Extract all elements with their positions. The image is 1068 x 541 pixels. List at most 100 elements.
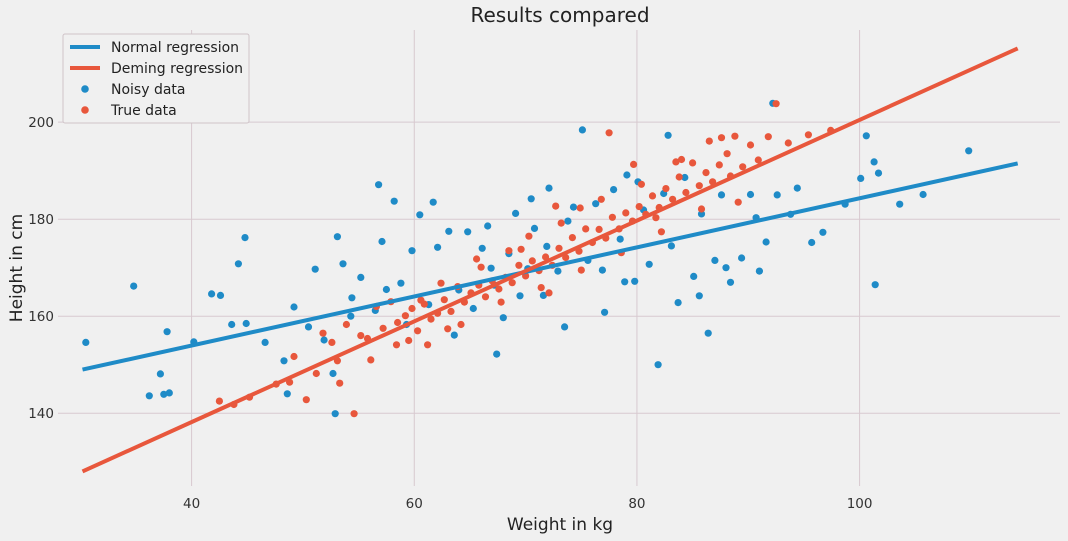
true-data-point (444, 325, 452, 333)
x-tick-label: 60 (406, 496, 423, 512)
y-tick-label: 200 (28, 115, 54, 131)
true-data-point (715, 161, 723, 169)
noisy-data-point (357, 273, 365, 281)
noisy-data-point (516, 292, 524, 300)
noisy-data-point (746, 190, 755, 199)
noisy-data-point (616, 235, 624, 243)
true-data-point (552, 202, 560, 210)
legend-label-true-data: True data (110, 103, 177, 119)
true-data-point (605, 129, 613, 137)
true-data-point (457, 320, 465, 329)
regression-lines (81, 46, 1019, 474)
y-tick-label: 140 (28, 406, 54, 422)
true-data-point (677, 155, 686, 164)
legend-label-noisy-data: Noisy data (111, 82, 186, 98)
noisy-data-point (690, 272, 698, 280)
legend-swatch-true-data (81, 106, 89, 114)
true-data-point (215, 397, 223, 405)
true-data-point (568, 234, 577, 242)
noisy-data-point (598, 266, 607, 274)
true-data-point (705, 137, 713, 145)
noisy-data-point (311, 265, 319, 273)
noisy-data-point (445, 227, 453, 235)
true-data-point (657, 228, 666, 236)
true-data-point (804, 131, 813, 139)
noisy-data-point (527, 195, 535, 203)
y-axis-label: Height in cm (7, 214, 27, 322)
true-data-point (447, 307, 455, 315)
true-data-point (764, 133, 772, 141)
noisy-data-point (667, 242, 676, 250)
legend-label-normal-regression: Normal regression (111, 40, 239, 56)
noisy-data-point (543, 242, 551, 250)
x-tick-label: 40 (183, 496, 200, 512)
noisy-data-point (738, 254, 746, 262)
true-data-point (508, 279, 516, 287)
noisy-data-point (726, 278, 735, 286)
noisy-data-point (469, 304, 477, 313)
true-data-point (739, 163, 747, 171)
true-data-point (424, 341, 432, 349)
noisy-data-point (130, 282, 138, 290)
noisy-data-point (348, 294, 356, 302)
true-data-point (635, 203, 643, 211)
true-data-point (648, 192, 657, 200)
true-data-point (689, 159, 697, 167)
noisy-data-point (762, 238, 770, 246)
true-data-point (555, 244, 563, 252)
noisy-data-point (156, 370, 164, 378)
noisy-data-point (610, 186, 618, 194)
noisy-data-point (82, 338, 90, 346)
true-data-point (784, 139, 792, 147)
true-data-point (608, 213, 617, 221)
noisy-data-point (241, 234, 249, 242)
noisy-data-point (397, 279, 405, 287)
noisy-data-point (569, 203, 578, 211)
true-data-point (437, 279, 445, 287)
true-data-point (328, 338, 336, 346)
noisy-data-point (545, 184, 553, 192)
true-data-point (682, 188, 690, 197)
noisy-data-point (234, 260, 242, 268)
normal-regression-line (82, 161, 1019, 372)
noisy-data-point (429, 198, 437, 206)
true-data-point (734, 198, 742, 206)
noisy-data-point (919, 190, 927, 199)
noisy-data-point (347, 312, 355, 320)
noisy-data-point (375, 181, 383, 189)
true-data-point (350, 410, 358, 418)
true-data-point (542, 253, 550, 261)
noisy-data-point (145, 392, 153, 400)
noisy-data-point (808, 238, 816, 247)
noisy-data-point (450, 331, 458, 339)
noisy-data-point (290, 303, 298, 311)
true-data-point (577, 266, 585, 274)
noisy-data-point (870, 158, 878, 166)
noisy-data-point (631, 277, 639, 285)
noisy-data-point (464, 228, 472, 236)
noisy-data-point (681, 173, 689, 182)
true-data-point (525, 232, 533, 240)
noisy-data-point (561, 323, 569, 331)
noisy-data-point (717, 191, 726, 199)
true-data-point (477, 263, 485, 271)
noisy-data-point (165, 389, 173, 397)
noisy-data-point (228, 320, 236, 329)
noisy-data-point (382, 285, 390, 294)
legend-swatch-noisy-data (81, 85, 89, 93)
x-tick-label: 80 (628, 496, 645, 512)
true-data-point (515, 261, 523, 269)
true-data-point (576, 204, 584, 212)
true-data-point (746, 141, 755, 149)
noisy-data-point (408, 247, 416, 255)
true-data-point (312, 369, 320, 378)
noisy-data-point (280, 357, 288, 365)
true-data-point (717, 134, 726, 142)
noisy-data-point (416, 211, 424, 219)
noisy-data-point (564, 217, 572, 225)
true-data-point (595, 225, 603, 233)
true-data-point (582, 225, 590, 233)
noisy-data-point (554, 267, 562, 275)
noisy-data-point (592, 200, 600, 208)
